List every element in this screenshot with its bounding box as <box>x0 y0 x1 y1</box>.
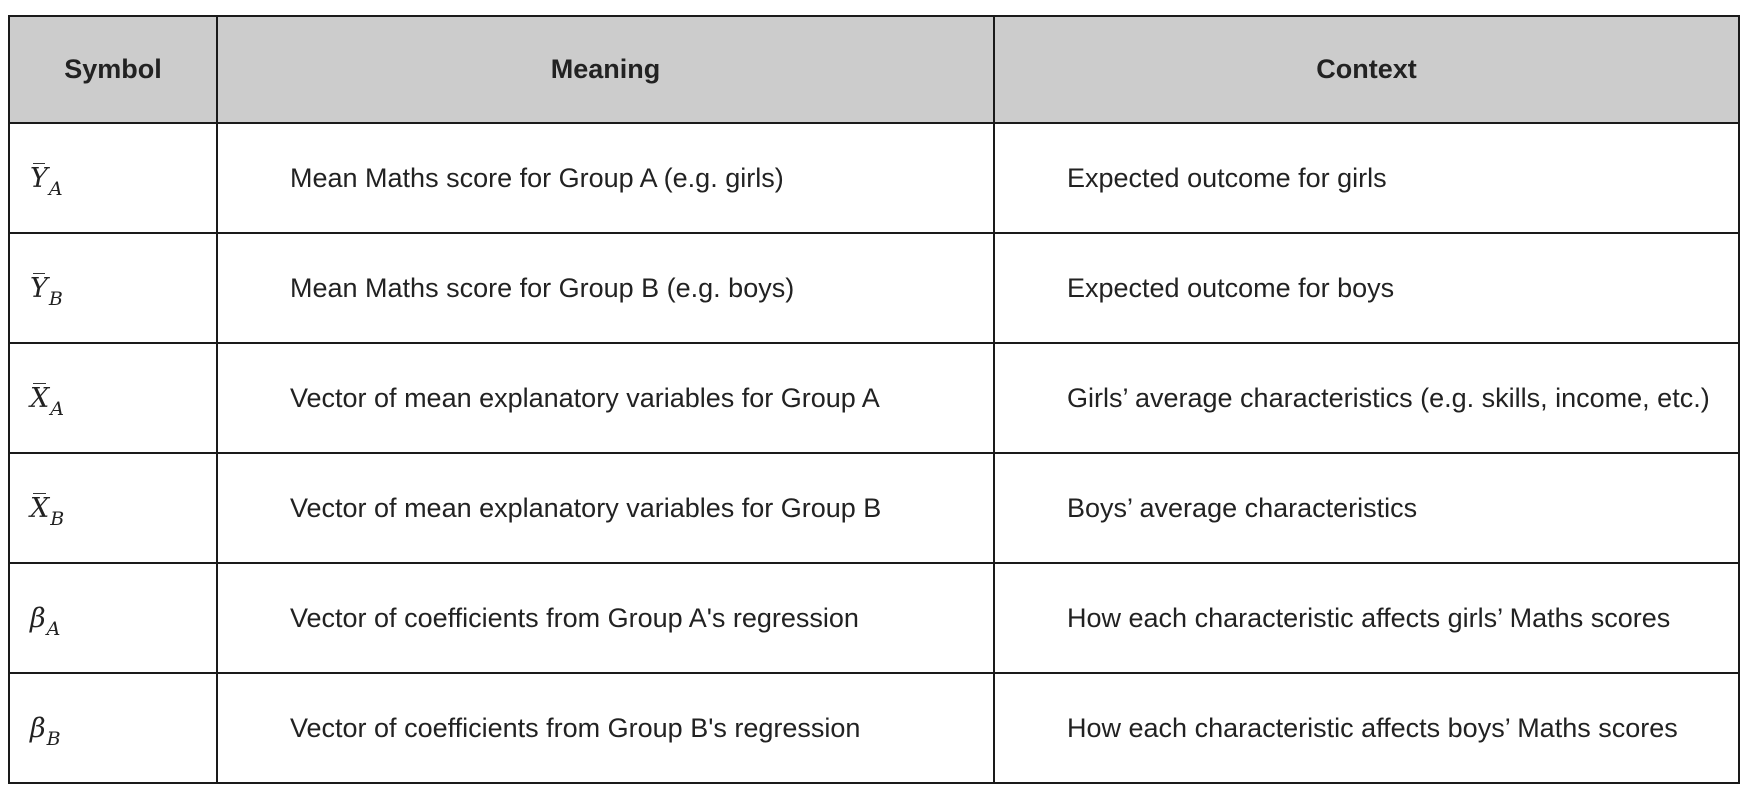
table-row: XB Vector of mean explanatory variables … <box>8 452 1740 564</box>
table-row: βB Vector of coefficients from Group B's… <box>8 672 1740 784</box>
symbol-base: β <box>30 602 46 634</box>
meaning-cell: Mean Maths score for Group A (e.g. girls… <box>216 122 995 234</box>
header-symbol: Symbol <box>8 15 218 124</box>
meaning-cell: Vector of mean explanatory variables for… <box>216 452 995 564</box>
context-cell: Boys’ average characteristics <box>993 452 1740 564</box>
header-row: Symbol Meaning Context <box>8 15 1740 124</box>
symbol-base: X <box>30 492 50 524</box>
table-row: YB Mean Maths score for Group B (e.g. bo… <box>8 232 1740 344</box>
symbol-cell: XA <box>8 342 218 454</box>
math-symbol: XB <box>30 492 64 530</box>
table-row: βA Vector of coefficients from Group A's… <box>8 562 1740 674</box>
context-cell: Expected outcome for boys <box>993 232 1740 344</box>
symbol-cell: βA <box>8 562 218 674</box>
symbol-subscript: B <box>46 727 61 750</box>
math-symbol: YB <box>30 272 63 310</box>
header-context: Context <box>993 15 1740 124</box>
symbol-base: X <box>30 382 50 414</box>
symbol-cell: βB <box>8 672 218 784</box>
symbol-base: β <box>30 712 46 744</box>
symbol-subscript: A <box>46 617 61 640</box>
meaning-cell: Vector of mean explanatory variables for… <box>216 342 995 454</box>
symbol-glossary-table: Symbol Meaning Context YA Mean Maths sco… <box>8 15 1740 784</box>
context-cell: Girls’ average characteristics (e.g. ski… <box>993 342 1740 454</box>
symbol-base: Y <box>30 272 48 304</box>
symbol-cell: YA <box>8 122 218 234</box>
math-symbol: βA <box>30 602 60 640</box>
meaning-cell: Vector of coefficients from Group B's re… <box>216 672 995 784</box>
context-cell: How each characteristic affects girls’ M… <box>993 562 1740 674</box>
math-symbol: YA <box>30 162 63 200</box>
symbol-cell: YB <box>8 232 218 344</box>
math-symbol: XA <box>30 382 64 420</box>
symbol-subscript: B <box>50 507 65 530</box>
symbol-subscript: A <box>50 397 64 420</box>
glossary-table-container: Symbol Meaning Context YA Mean Maths sco… <box>8 15 1740 784</box>
context-cell: How each characteristic affects boys’ Ma… <box>993 672 1740 784</box>
meaning-cell: Mean Maths score for Group B (e.g. boys) <box>216 232 995 344</box>
context-cell: Expected outcome for girls <box>993 122 1740 234</box>
table-row: YA Mean Maths score for Group A (e.g. gi… <box>8 122 1740 234</box>
header-meaning: Meaning <box>216 15 995 124</box>
symbol-cell: XB <box>8 452 218 564</box>
symbol-subscript: B <box>48 287 63 310</box>
math-symbol: βB <box>30 712 61 750</box>
table-row: XA Vector of mean explanatory variables … <box>8 342 1740 454</box>
symbol-subscript: A <box>48 177 63 200</box>
symbol-base: Y <box>30 162 48 194</box>
meaning-cell: Vector of coefficients from Group A's re… <box>216 562 995 674</box>
